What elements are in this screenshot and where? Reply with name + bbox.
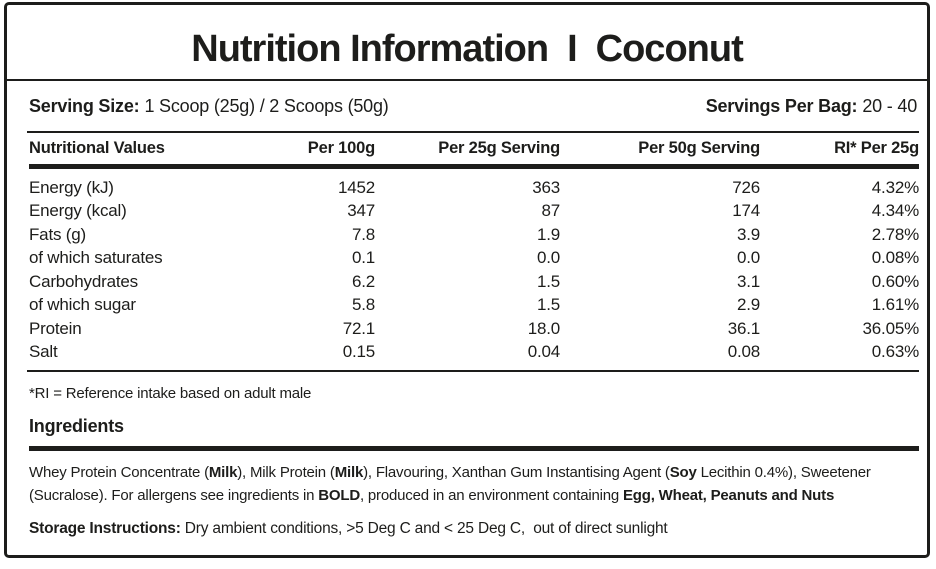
- table-body: Energy (kJ) 1452 363 726 4.32% Energy (k…: [7, 169, 927, 370]
- value-ri-per-25g: 1.61%: [871, 295, 919, 315]
- table-row-fats: Fats (g) 7.8 1.9 3.9 2.78%: [7, 223, 927, 247]
- table-row-energy-kj: Energy (kJ) 1452 363 726 4.32%: [7, 176, 927, 200]
- value-per-50g: 0.08: [727, 342, 760, 362]
- table-header-row: Nutritional Values Per 100g Per 25g Serv…: [7, 133, 927, 164]
- value-per-100g: 6.2: [351, 271, 375, 291]
- value-per-25g: 0.04: [527, 342, 560, 362]
- value-per-50g: 36.1: [727, 318, 760, 338]
- divider-under-ingredients-heading: [29, 446, 919, 451]
- servings-per-bag-value: 20 - 40: [862, 95, 917, 116]
- table-row-saturates: of which saturates 0.1 0.0 0.0 0.08%: [7, 247, 927, 271]
- row-label: Salt: [29, 342, 58, 362]
- row-label: of which saturates: [29, 248, 163, 268]
- table-row-protein: Protein 72.1 18.0 36.1 36.05%: [7, 317, 927, 341]
- ingredients-heading: Ingredients: [29, 416, 124, 436]
- row-label: Energy (kcal): [29, 201, 127, 221]
- storage-instructions-label: Storage Instructions:: [29, 520, 181, 537]
- value-per-25g: 1.9: [536, 224, 560, 244]
- row-label: Protein: [29, 318, 82, 338]
- table-row-carbohydrates: Carbohydrates 6.2 1.5 3.1 0.60%: [7, 270, 927, 294]
- title-divider: I: [567, 27, 578, 70]
- value-per-100g: 72.1: [342, 318, 375, 338]
- ingredient-text-segment: Lecithin 0.4%), Sweetener (Sucralose). F…: [29, 464, 871, 504]
- table-row-salt: Salt 0.15 0.04 0.08 0.63%: [7, 341, 927, 365]
- value-ri-per-25g: 0.63%: [871, 342, 919, 362]
- ingredient-text-segment: ), Flavouring, Xanthan Gum Instantising …: [363, 464, 670, 481]
- ingredient-allergen: Soy: [669, 464, 697, 481]
- divider-under-table-header: [29, 164, 919, 169]
- value-per-50g: 174: [732, 201, 760, 221]
- ingredient-allergen: BOLD: [318, 487, 360, 504]
- value-per-50g: 726: [732, 177, 760, 197]
- value-per-100g: 0.15: [342, 342, 375, 362]
- value-per-50g: 2.9: [736, 295, 760, 315]
- title-main: Nutrition Information: [191, 27, 549, 70]
- storage-instructions-text: Dry ambient conditions, >5 Deg C and < 2…: [180, 520, 668, 537]
- column-header-nutritional-values: Nutritional Values: [29, 139, 165, 157]
- value-ri-per-25g: 2.78%: [871, 224, 919, 244]
- value-ri-per-25g: 4.34%: [871, 201, 919, 221]
- serving-size-value: 1 Scoop (25g) / 2 Scoops (50g): [144, 95, 389, 116]
- serving-info-row: Serving Size: 1 Scoop (25g) / 2 Scoops (5…: [7, 81, 927, 131]
- ingredient-allergen: Egg, Wheat, Peanuts and Nuts: [623, 487, 835, 504]
- row-label: Fats (g): [29, 224, 86, 244]
- value-per-25g: 0.0: [536, 248, 560, 268]
- value-ri-per-25g: 0.08%: [871, 248, 919, 268]
- value-per-25g: 18.0: [527, 318, 560, 338]
- value-per-50g: 0.0: [736, 248, 760, 268]
- ingredient-allergen: Milk: [334, 464, 364, 481]
- value-per-25g: 87: [541, 201, 560, 221]
- ri-footnote: *RI = Reference intake based on adult ma…: [29, 385, 312, 402]
- page-title: Nutrition Information I Coconut: [7, 5, 927, 81]
- value-per-100g: 5.8: [351, 295, 375, 315]
- value-per-50g: 3.9: [736, 224, 760, 244]
- value-per-25g: 1.5: [536, 271, 560, 291]
- table-row-energy-kcal: Energy (kcal) 347 87 174 4.34%: [7, 200, 927, 224]
- ingredient-text-segment: , produced in an environment containing: [359, 487, 623, 504]
- column-header-ri-per-25g: RI* Per 25g: [834, 139, 919, 157]
- storage-instructions: Storage Instructions: Dry ambient condit…: [7, 507, 927, 538]
- value-ri-per-25g: 36.05%: [862, 318, 920, 338]
- value-per-100g: 347: [347, 201, 375, 221]
- divider-under-serving: [27, 131, 919, 133]
- column-header-per-50g-serving: Per 50g Serving: [638, 139, 760, 157]
- value-per-50g: 3.1: [736, 271, 760, 291]
- value-per-25g: 1.5: [536, 295, 560, 315]
- value-ri-per-25g: 4.32%: [871, 177, 919, 197]
- servings-per-bag-label: Servings Per Bag:: [705, 95, 858, 116]
- row-label: Energy (kJ): [29, 177, 114, 197]
- row-label: Carbohydrates: [29, 271, 138, 291]
- ingredient-text-segment: Whey Protein Concentrate (: [29, 464, 209, 481]
- value-per-100g: 1452: [337, 177, 375, 197]
- ingredient-allergen: Milk: [208, 464, 238, 481]
- column-header-per-25g-serving: Per 25g Serving: [438, 139, 560, 157]
- ingredient-text-segment: ), Milk Protein (: [237, 464, 335, 481]
- column-header-per-100g: Per 100g: [307, 139, 375, 157]
- nutrition-label-panel: Nutrition Information I Coconut Serving …: [4, 2, 930, 558]
- servings-per-bag: Servings Per Bag: 20 - 40: [705, 95, 918, 117]
- divider-under-table: [27, 370, 919, 372]
- serving-size: Serving Size: 1 Scoop (25g) / 2 Scoops (5…: [29, 96, 389, 117]
- value-per-100g: 0.1: [351, 248, 375, 268]
- serving-size-label: Serving Size:: [29, 95, 140, 116]
- ingredients-text: Whey Protein Concentrate (Milk), Milk Pr…: [7, 451, 927, 507]
- value-per-100g: 7.8: [351, 224, 375, 244]
- table-row-sugar: of which sugar 5.8 1.5 2.9 1.61%: [7, 294, 927, 318]
- row-label: of which sugar: [29, 295, 136, 315]
- value-per-25g: 363: [532, 177, 560, 197]
- value-ri-per-25g: 0.60%: [871, 271, 919, 291]
- title-flavor: Coconut: [595, 27, 744, 70]
